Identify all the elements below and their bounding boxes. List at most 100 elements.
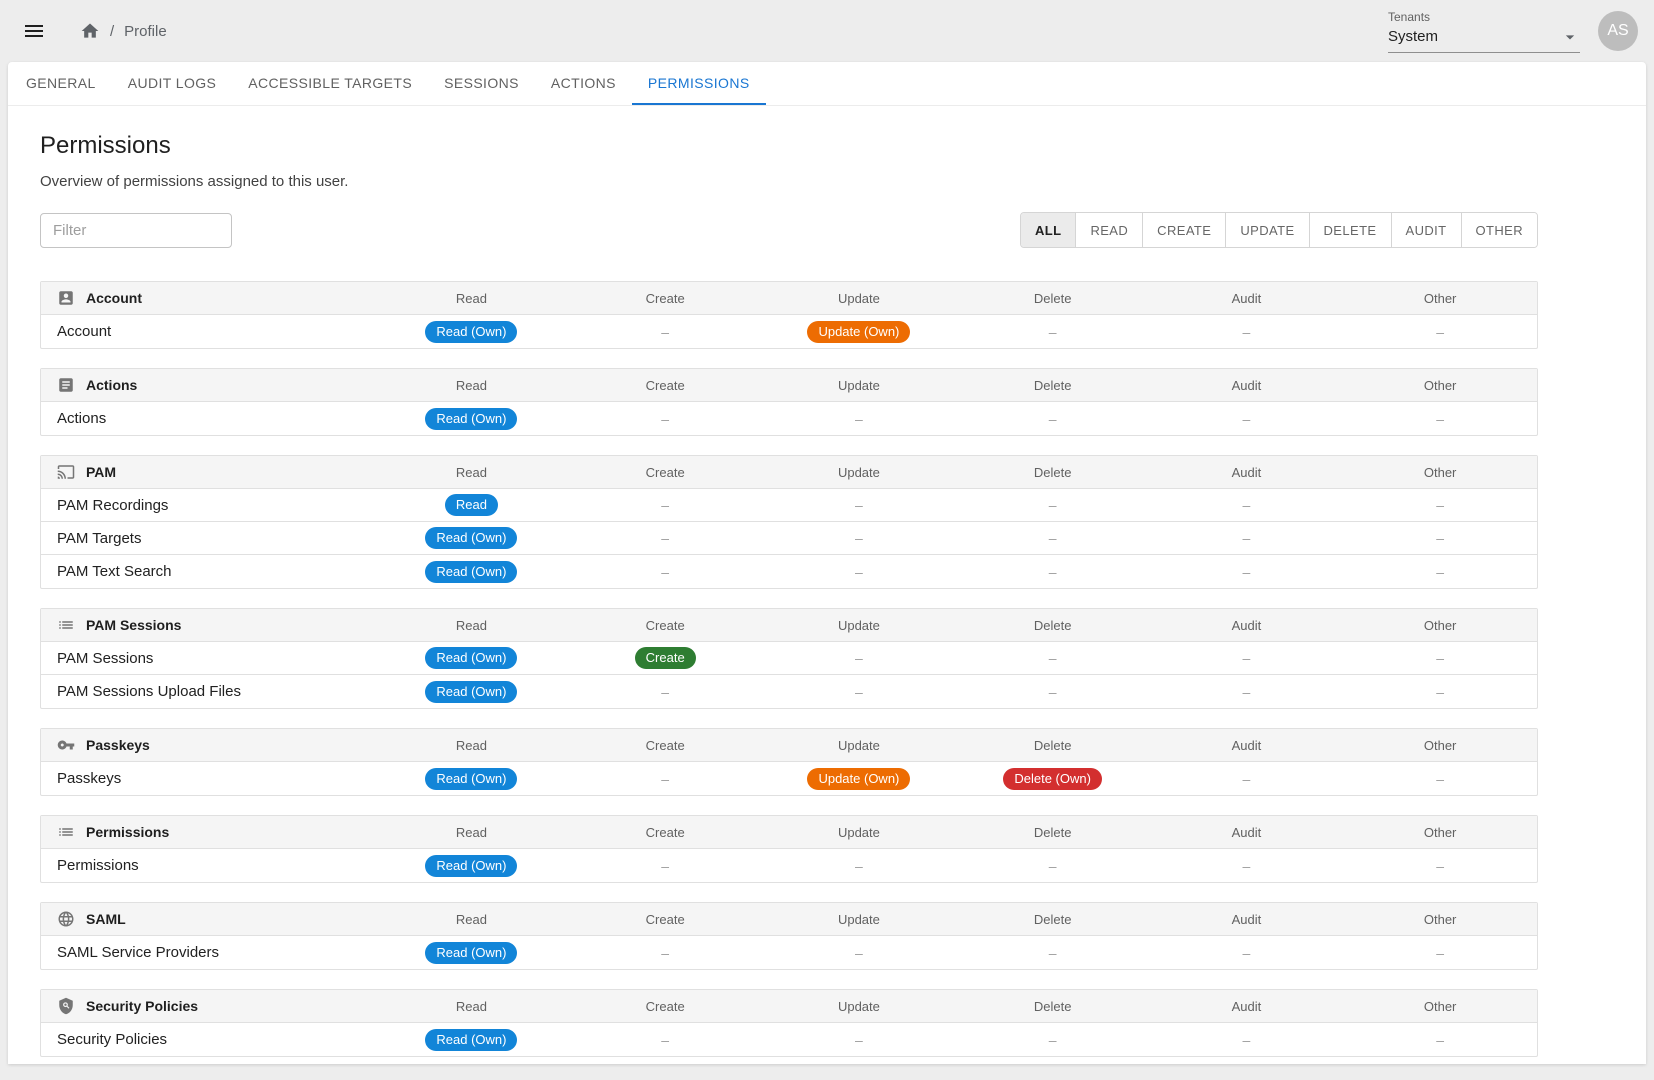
top-header: / Profile Tenants System AS (0, 0, 1654, 62)
cell-update: – (762, 411, 956, 427)
permission-badge-read-own-: Read (Own) (425, 408, 517, 430)
tab-actions[interactable]: ACTIONS (535, 62, 632, 105)
tab-permissions[interactable]: PERMISSIONS (632, 62, 766, 105)
permission-badge-update-own-: Update (Own) (807, 768, 910, 790)
section-header: ActionsReadCreateUpdateDeleteAuditOther (41, 369, 1537, 402)
filter-button-update[interactable]: UPDATE (1225, 213, 1308, 247)
empty-cell: – (855, 497, 863, 513)
empty-cell: – (1436, 684, 1444, 700)
avatar[interactable]: AS (1598, 11, 1638, 51)
empty-cell: – (855, 411, 863, 427)
empty-cell: – (661, 858, 669, 874)
permission-section-account: AccountReadCreateUpdateDeleteAuditOtherA… (40, 281, 1538, 349)
cell-update: – (762, 564, 956, 580)
cell-other: – (1343, 324, 1537, 340)
cell-delete: – (956, 858, 1150, 874)
filter-input[interactable] (40, 213, 232, 248)
column-header-other: Other (1343, 912, 1537, 927)
column-header-read: Read (375, 825, 569, 840)
tab-sessions[interactable]: SESSIONS (428, 62, 535, 105)
cell-read: Read (375, 494, 569, 516)
cell-audit: – (1150, 1032, 1344, 1048)
permission-section-pam-sessions: PAM SessionsReadCreateUpdateDeleteAuditO… (40, 608, 1538, 709)
empty-cell: – (1242, 564, 1250, 580)
permission-section-security-policies: Security PoliciesReadCreateUpdateDeleteA… (40, 989, 1538, 1057)
column-header-delete: Delete (956, 912, 1150, 927)
filter-button-other[interactable]: OTHER (1461, 213, 1538, 247)
column-header-other: Other (1343, 738, 1537, 753)
filter-button-delete[interactable]: DELETE (1309, 213, 1391, 247)
cell-create: – (568, 530, 762, 546)
permission-section-saml: SAMLReadCreateUpdateDeleteAuditOther SAML… (40, 902, 1538, 970)
empty-cell: – (1049, 564, 1057, 580)
empty-cell: – (1436, 771, 1444, 787)
cell-audit: – (1150, 771, 1344, 787)
cell-delete: – (956, 945, 1150, 961)
permission-badge-create: Create (635, 647, 696, 669)
column-header-create: Create (568, 912, 762, 927)
filter-button-all[interactable]: ALL (1021, 213, 1075, 247)
column-header-create: Create (568, 738, 762, 753)
permission-badge-read-own-: Read (Own) (425, 647, 517, 669)
column-header-update: Update (762, 825, 956, 840)
empty-cell: – (1049, 650, 1057, 666)
table-row: SAML Service ProvidersRead (Own)––––– (41, 936, 1537, 969)
filter-button-create[interactable]: CREATE (1142, 213, 1225, 247)
cell-read: Read (Own) (375, 681, 569, 703)
menu-icon[interactable] (16, 13, 52, 49)
row-label: PAM Sessions (41, 650, 375, 667)
column-header-audit: Audit (1150, 999, 1344, 1014)
empty-cell: – (1242, 411, 1250, 427)
column-header-update: Update (762, 291, 956, 306)
column-header-delete: Delete (956, 825, 1150, 840)
column-header-update: Update (762, 618, 956, 633)
tab-general[interactable]: GENERAL (10, 62, 112, 105)
empty-cell: – (1436, 411, 1444, 427)
column-header-update: Update (762, 465, 956, 480)
empty-cell: – (661, 564, 669, 580)
list-icon (57, 616, 75, 634)
cell-audit: – (1150, 650, 1344, 666)
column-header-audit: Audit (1150, 465, 1344, 480)
column-header-create: Create (568, 291, 762, 306)
home-icon[interactable] (80, 21, 100, 41)
section-title: Permissions (86, 824, 169, 840)
section-header: SAMLReadCreateUpdateDeleteAuditOther (41, 903, 1537, 936)
column-header-read: Read (375, 291, 569, 306)
cell-update: Update (Own) (762, 768, 956, 790)
column-header-delete: Delete (956, 618, 1150, 633)
empty-cell: – (1049, 945, 1057, 961)
row-label: Passkeys (41, 770, 375, 787)
tenant-select[interactable]: Tenants System (1388, 10, 1580, 53)
tab-accessible-targets[interactable]: ACCESSIBLE TARGETS (232, 62, 428, 105)
column-header-other: Other (1343, 465, 1537, 480)
cell-audit: – (1150, 945, 1344, 961)
cell-audit: – (1150, 411, 1344, 427)
section-header: PAM SessionsReadCreateUpdateDeleteAuditO… (41, 609, 1537, 642)
cell-delete: – (956, 564, 1150, 580)
cell-create: – (568, 564, 762, 580)
filter-button-read[interactable]: READ (1075, 213, 1142, 247)
permission-badge-read: Read (445, 494, 498, 516)
cell-other: – (1343, 1032, 1537, 1048)
breadcrumb-separator: / (110, 23, 114, 40)
cell-delete: – (956, 684, 1150, 700)
column-header-other: Other (1343, 825, 1537, 840)
tab-audit-logs[interactable]: AUDIT LOGS (112, 62, 233, 105)
cell-audit: – (1150, 564, 1344, 580)
empty-cell: – (661, 530, 669, 546)
table-row: ActionsRead (Own)––––– (41, 402, 1537, 435)
column-header-audit: Audit (1150, 912, 1344, 927)
filter-button-audit[interactable]: AUDIT (1391, 213, 1461, 247)
column-header-delete: Delete (956, 291, 1150, 306)
article-icon (57, 376, 75, 394)
empty-cell: – (1242, 771, 1250, 787)
cell-create: – (568, 324, 762, 340)
column-header-create: Create (568, 378, 762, 393)
section-header: PasskeysReadCreateUpdateDeleteAuditOther (41, 729, 1537, 762)
cell-other: – (1343, 771, 1537, 787)
empty-cell: – (1049, 1032, 1057, 1048)
table-row: PAM TargetsRead (Own)––––– (41, 522, 1537, 555)
permission-badge-delete-own-: Delete (Own) (1003, 768, 1102, 790)
row-label: SAML Service Providers (41, 944, 375, 961)
